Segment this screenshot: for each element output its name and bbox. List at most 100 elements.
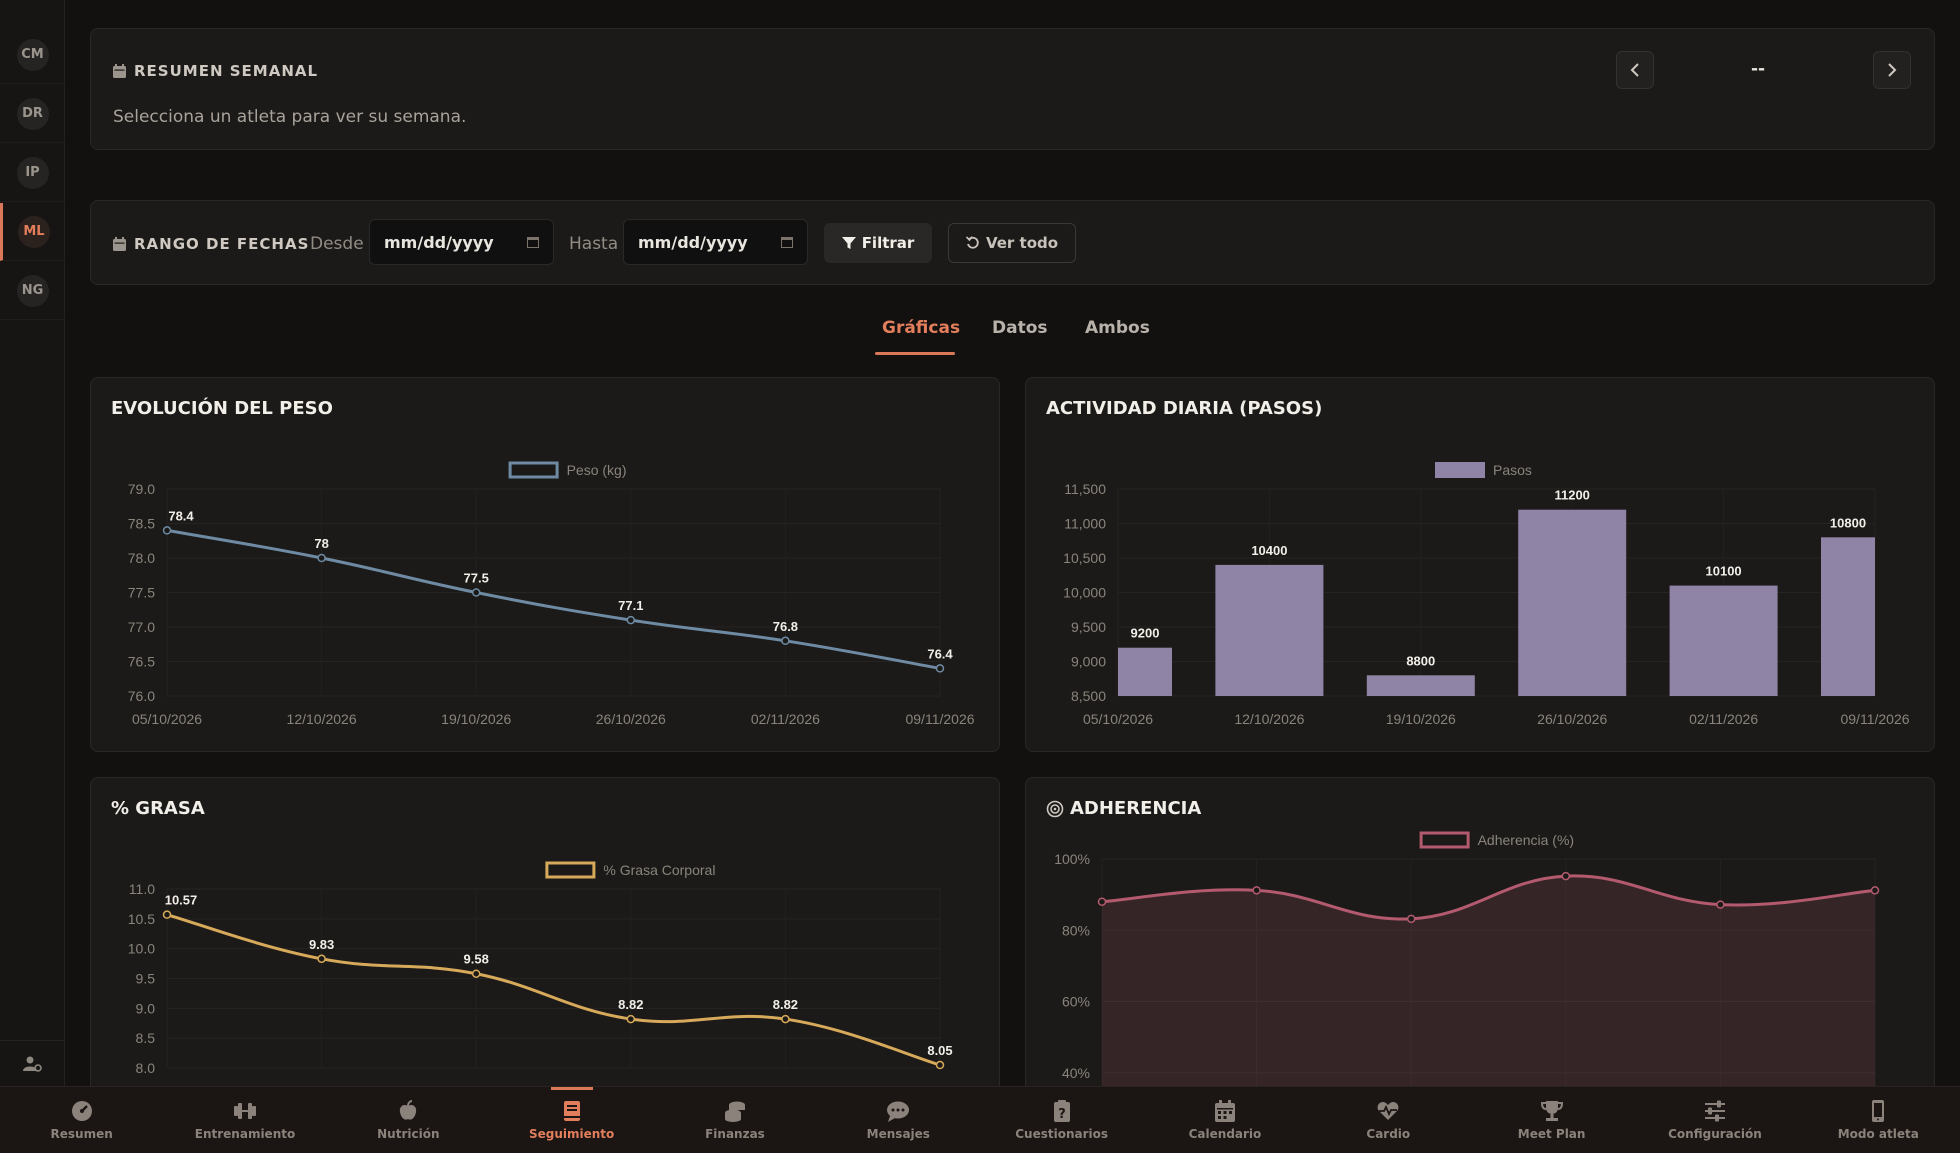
from-date-value: mm/dd/yyyy (384, 232, 494, 252)
nav-item-nutricion[interactable]: Nutrición (327, 1087, 490, 1153)
to-date-input[interactable]: mm/dd/yyyy (623, 219, 808, 265)
x-tick-label: 26/10/2026 (596, 711, 666, 727)
nav-item-configuracion[interactable]: Configuración (1633, 1087, 1796, 1153)
data-point (317, 553, 326, 563)
legend-label: Adherencia (%) (1478, 832, 1575, 848)
x-tick-label: 09/11/2026 (905, 711, 974, 727)
weekly-summary-title-text: RESUMEN SEMANAL (134, 62, 319, 80)
legend-swatch (1435, 462, 1485, 478)
data-label: 8.82 (618, 997, 643, 1012)
data-point (317, 954, 326, 964)
athlete-initials: ML (18, 215, 50, 248)
data-label: 10800 (1830, 515, 1866, 530)
date-range-title-text: RANGO DE FECHAS (134, 235, 310, 253)
data-point (162, 526, 172, 535)
legend-label: Pasos (1493, 462, 1532, 478)
athlete-initials: IP (16, 156, 49, 189)
svg-text:?: ? (1058, 1107, 1066, 1122)
nav-item-label: Cuestionarios (1015, 1127, 1109, 1141)
data-label: 11200 (1554, 488, 1589, 503)
adherence-chart-title-text: ADHERENCIA (1070, 798, 1202, 819)
calendar-icon (113, 237, 126, 251)
data-label: 76.4 (927, 646, 953, 661)
chat-icon (885, 1099, 911, 1123)
apple-icon (395, 1099, 421, 1123)
tab-datos[interactable]: Datos (992, 318, 1048, 338)
steps-chart-card: ACTIVIDAD DIARIA (PASOS) Pasos 11,500 11,0… (1025, 377, 1935, 752)
x-tick-label: 02/11/2026 (751, 711, 820, 727)
y-tick-label: 79.0 (128, 481, 155, 497)
bar (1215, 564, 1324, 696)
x-tick-label: 19/10/2026 (1386, 711, 1456, 727)
data-point (781, 1014, 790, 1024)
data-point (1097, 897, 1107, 906)
nav-item-finanzas[interactable]: Finanzas (653, 1087, 816, 1153)
data-label: 8800 (1406, 653, 1435, 668)
nav-item-label: Nutrición (377, 1127, 440, 1141)
nav-item-entrenamiento[interactable]: Entrenamiento (163, 1087, 326, 1153)
x-tick-label: 26/10/2026 (1537, 711, 1607, 727)
legend-swatch (508, 461, 559, 479)
body-fat-chart-card: % GRASA % Grasa Corporal 11.0 10.5 10.0 9.5 9… (90, 777, 1000, 1097)
tab-ambos[interactable]: Ambos (1085, 318, 1150, 338)
calendar-picker-icon (527, 237, 539, 248)
steps-chart: Pasos 11,500 11,000 10,500 10,000 9,500 9,000 8… (1063, 462, 1910, 727)
date-range-card: RANGO DE FECHAS Desde mm/dd/yyyy Hasta m… (90, 200, 1935, 285)
y-tick-label: 11,500 (1064, 481, 1106, 497)
user-settings-button[interactable] (0, 1040, 65, 1086)
steps-chart-title: ACTIVIDAD DIARIA (PASOS) (1046, 398, 1323, 419)
nav-item-label: Seguimiento (528, 1127, 615, 1141)
tab-graficas[interactable]: Gráficas (882, 318, 961, 338)
target-icon (1046, 800, 1064, 817)
data-label: 10400 (1251, 543, 1287, 558)
athlete-avatar-ng[interactable]: NG (0, 262, 65, 320)
adherence-chart: Adherencia (%)100%80%60%40%20% (1054, 831, 1880, 1096)
bar (1821, 537, 1875, 696)
athlete-avatar-dr[interactable]: DR (0, 85, 65, 143)
athlete-initials: CM (16, 38, 49, 71)
bottom-navigation: Resumen Entrenamiento Nutrición Seguimiento… (0, 1086, 1960, 1153)
data-point (1252, 886, 1261, 895)
view-all-button[interactable]: Ver todo (948, 223, 1076, 263)
legend-swatch (1419, 831, 1470, 849)
next-week-button[interactable] (1873, 51, 1911, 89)
y-tick-label: 8,500 (1071, 688, 1106, 704)
athlete-initials: DR (16, 97, 49, 130)
y-tick-label: 11.0 (129, 881, 155, 897)
week-display: -- (1751, 59, 1766, 79)
athlete-avatar-ml[interactable]: ML (0, 203, 65, 261)
series-line (1101, 874, 1876, 921)
nav-item-modo-atleta[interactable]: Modo atleta (1797, 1087, 1960, 1153)
nav-item-calendario[interactable]: Calendario (1143, 1087, 1306, 1153)
legend-label: Peso (kg) (567, 462, 627, 478)
bar (1669, 585, 1778, 696)
nav-item-mensajes[interactable]: Mensajes (817, 1087, 980, 1153)
y-tick-label: 76.5 (128, 654, 155, 670)
x-tick-label: 19/10/2026 (441, 711, 511, 727)
filter-button[interactable]: Filtrar (824, 223, 932, 263)
y-tick-label: 77.0 (128, 619, 155, 635)
from-label: Desde (310, 234, 364, 254)
from-date-input[interactable]: mm/dd/yyyy (369, 219, 554, 265)
book-icon (559, 1099, 585, 1123)
nav-item-seguimiento[interactable]: Seguimiento (490, 1087, 653, 1153)
data-label: 10100 (1706, 564, 1742, 579)
to-label: Hasta (569, 234, 619, 254)
athlete-avatar-ip[interactable]: IP (0, 144, 65, 202)
nav-item-label: Cardio (1366, 1127, 1411, 1141)
data-label: 77.1 (618, 598, 643, 613)
nav-item-cuestionarios[interactable]: ? Cuestionarios (980, 1087, 1143, 1153)
previous-week-button[interactable] (1616, 51, 1654, 89)
nav-item-resumen[interactable]: Resumen (0, 1087, 163, 1153)
heart-pulse-icon (1375, 1099, 1401, 1123)
y-tick-label: 10.5 (128, 911, 155, 927)
y-tick-label: 9.0 (136, 1000, 156, 1016)
nav-item-cardio[interactable]: Cardio (1307, 1087, 1470, 1153)
to-date-value: mm/dd/yyyy (638, 232, 748, 252)
nav-item-meet-plan[interactable]: Meet Plan (1470, 1087, 1633, 1153)
x-tick-label: 02/11/2026 (1689, 711, 1758, 727)
athlete-avatar-cm[interactable]: CM (0, 26, 65, 84)
data-label: 8.05 (927, 1043, 952, 1058)
adherence-chart-title: ADHERENCIA (1046, 798, 1201, 819)
filter-icon (841, 237, 856, 249)
